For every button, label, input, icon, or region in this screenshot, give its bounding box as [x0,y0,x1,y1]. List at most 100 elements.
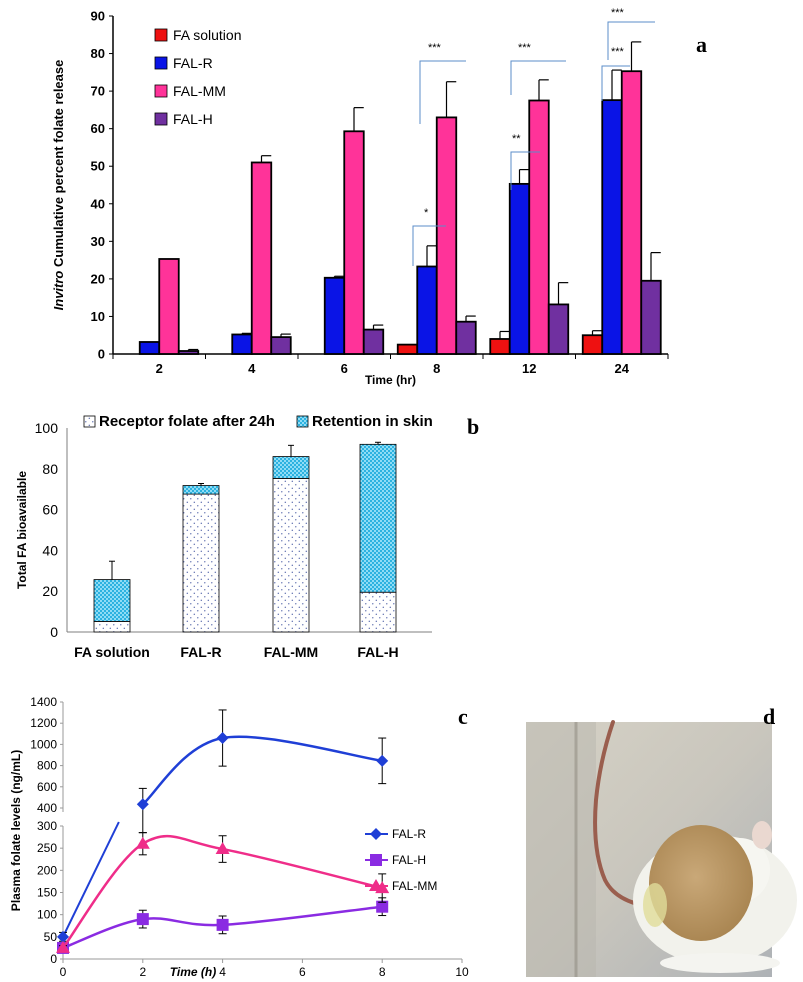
bar [343,130,365,355]
data-point [56,940,70,953]
bar [640,279,662,355]
legend-swatch [154,56,168,70]
significance-bracket [607,21,655,60]
bar [396,343,419,355]
legend-label: Receptor folate after 24h [99,413,275,430]
legend-label: FAL-R [392,827,426,841]
y-tick-label: 250 [37,841,57,855]
x-tick-label: 4 [248,361,256,376]
x-tick-label: 8 [379,965,386,979]
y-axis-label: Plasma folate levels (ng/mL) [9,750,23,911]
chart-c: 400 600 800 1000 1200 1400 0 50 100 150 200 250 300 0… [9,695,469,979]
y-tick-label: 0 [50,624,58,640]
bar [93,579,131,622]
bar [158,258,180,355]
bar [138,341,161,355]
x-tick-label: FAL-H [357,644,398,660]
significance-label: *** [428,42,442,54]
y-tick-label: 20 [91,271,105,286]
bar [601,99,623,355]
x-tick-label: 8 [433,361,440,376]
bar [323,276,346,355]
y-tick-label: 100 [35,420,59,436]
bar [93,620,131,633]
data-point [369,879,383,891]
y-tick-label: 1000 [30,737,57,751]
x-tick-label: 2 [156,361,163,376]
bar [272,477,310,633]
y-tick-label: 40 [91,196,105,211]
legend-label: FA solution [173,27,242,43]
mouse-photo [526,720,797,977]
bar [435,116,458,355]
data-point [216,918,229,931]
bar [359,443,397,593]
series-line [62,821,120,938]
bar [581,334,604,355]
mouse-tail [593,720,682,911]
legend-label: FAL-MM [392,879,437,893]
bar [177,350,200,355]
y-tick-label: 40 [42,542,58,558]
data-point [135,836,150,849]
data-point [215,842,230,855]
y-tick-label: 800 [37,759,57,773]
x-axis-label: Time (hr) [365,373,416,387]
x-tick-label: 12 [522,361,536,376]
y-axis-label: Total FA bioavailable [15,471,29,589]
y-tick-label: 60 [91,121,105,136]
y-tick-label: 1200 [30,716,57,730]
legend-label: FAL-H [392,853,426,867]
bar [250,161,273,355]
y-tick-label: 600 [37,780,57,794]
y-tick-label: 300 [37,819,57,833]
x-tick-label: FAL-R [180,644,221,660]
legend-label: Retention in skin [312,413,433,430]
x-tick-label: 24 [615,361,630,376]
bar [416,265,438,355]
y-axis-label: Invitro Cumulative percent folate releas… [51,60,66,311]
series-line [62,834,383,949]
significance-bracket [510,151,540,190]
x-axis-label: Time (h) [170,965,216,979]
bar [182,485,220,495]
y-tick-label: 1400 [30,695,57,709]
y-tick-label: 70 [91,84,105,99]
series-line [141,735,383,806]
chart-b: 0 20 40 60 80 100 Total FA bioavailable FA solu… [15,413,433,660]
x-tick-label: FA solution [74,644,150,660]
bar [455,320,477,355]
y-tick-label: 60 [42,502,58,518]
y-tick-label: 0 [50,952,57,966]
panel-letter-b: b [467,414,479,439]
panel-letter-a: a [696,32,707,57]
x-tick-label: 6 [299,965,306,979]
data-point [216,732,229,745]
significance-bracket [412,225,446,266]
x-tick-label: 6 [341,361,348,376]
panel-letter-d: d [763,704,775,729]
y-tick-label: 200 [37,863,57,877]
y-tick-label: 400 [37,801,57,815]
significance-bracket [510,60,566,95]
legend-swatch [154,84,168,98]
significance-bracket [419,60,466,124]
panel-letter-c: c [458,704,468,729]
bar [508,182,531,355]
legend-label: FAL-MM [173,83,226,99]
bar [489,338,511,355]
legend-label: FAL-R [173,55,213,71]
significance-label: *** [518,42,532,54]
x-tick-label: 4 [219,965,226,979]
y-tick-label: 100 [37,908,57,922]
y-tick-label: 20 [42,583,58,599]
bar [231,333,253,355]
data-point [376,754,389,767]
x-tick-label: 0 [60,965,67,979]
y-tick-label: 80 [91,46,105,61]
bar [359,591,397,633]
y-tick-label: 10 [91,309,105,324]
legend-label: FAL-H [173,111,213,127]
